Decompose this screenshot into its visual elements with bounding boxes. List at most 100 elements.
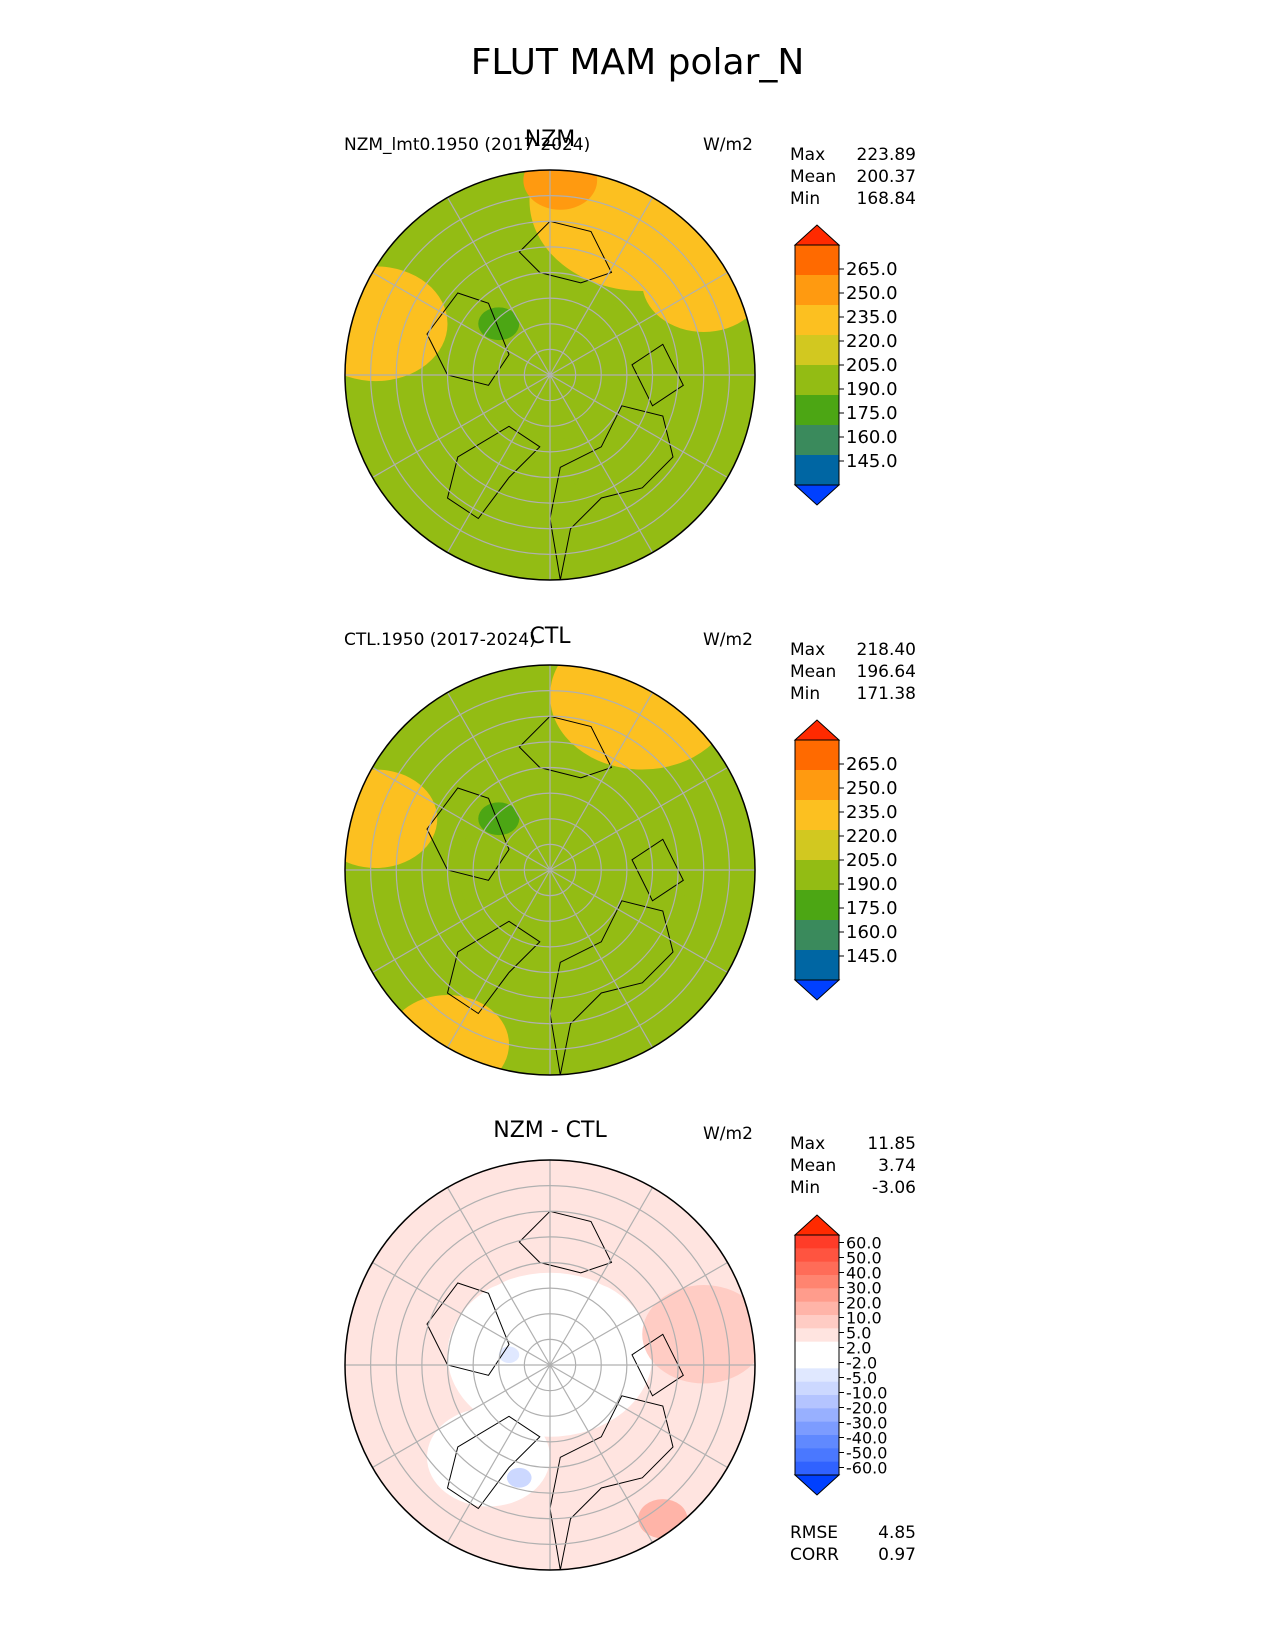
- colorbar-segment-2: [795, 800, 839, 831]
- colorbar-tick-label-2: 40.0: [846, 1264, 882, 1283]
- colorbar-tick-label-6: 175.0: [846, 898, 898, 919]
- colorbar-tick-label-3: 30.0: [846, 1279, 882, 1298]
- colorbar-segment-5: [795, 890, 839, 921]
- colorbar-segment-12: [795, 1395, 839, 1409]
- meridian-line: [372, 869, 551, 974]
- meridian-line: [549, 374, 654, 553]
- colorbar-segment-16: [795, 1448, 839, 1463]
- colorbar-segment-7: [795, 455, 839, 486]
- colorbar-segment-7: [795, 1328, 839, 1343]
- colorbar-tick-label-3: 220.0: [846, 826, 898, 847]
- panel-2-colorbar: 265.0 250.0 235.0 220.0 205.0 190.0 175.0 160.0…: [793, 719, 898, 1001]
- coastline-1: [446, 1415, 541, 1510]
- colorbar-tick-label-1: 50.0: [846, 1249, 882, 1268]
- panel-1-left-label: NZM_lmt0.1950 (2017-2024): [344, 135, 591, 155]
- colorbar-tick-label-5: 10.0: [846, 1309, 882, 1328]
- colorbar-segment-1: [795, 275, 839, 306]
- colorbar-tick-label-4: 205.0: [846, 355, 898, 376]
- colorbar-segment-5: [795, 1301, 839, 1316]
- meridian-line: [372, 766, 551, 871]
- region-1: [345, 769, 438, 868]
- colorbar-segment-9: [795, 1355, 839, 1369]
- colorbar-lower-extend: [793, 484, 841, 506]
- colorbar-tick-label-4: 205.0: [846, 850, 898, 871]
- map-border: [344, 169, 756, 581]
- region-0: [550, 665, 735, 770]
- region-3: [570, 1192, 694, 1292]
- colorbar-tick-label-0: 265.0: [846, 259, 898, 280]
- colorbar-tick-label-5: 190.0: [846, 874, 898, 895]
- meridian-line: [549, 869, 654, 1048]
- region-5: [478, 802, 520, 836]
- colorbar-tick-label-7: 160.0: [846, 922, 898, 943]
- colorbar-segment-2: [795, 1261, 839, 1276]
- panel-3-units: W/m2: [703, 1124, 753, 1144]
- colorbar-tick-label-11: -20.0: [846, 1399, 887, 1418]
- coastline-4: [631, 1333, 684, 1397]
- panel-3-stats: Max 11.85 Mean 3.74 Min -3.06: [790, 1134, 916, 1198]
- meridian-line: [446, 1364, 551, 1543]
- colorbar-tick-label-8: 145.0: [846, 946, 898, 967]
- colorbar-lower-extend: [793, 979, 841, 1001]
- colorbar-tick-label-1: 250.0: [846, 778, 898, 799]
- colorbar-segment-1: [795, 770, 839, 801]
- meridian-line: [372, 271, 551, 376]
- colorbar-tick-label-2: 235.0: [846, 307, 898, 328]
- panel-2-stats: Max 218.40 Mean 196.64 Min 171.38: [790, 640, 916, 704]
- panel-1-colorbar: 265.0 250.0 235.0 220.0 205.0 190.0 175.0 160.0…: [793, 224, 898, 506]
- panel-2-title: CTL: [529, 624, 571, 649]
- colorbar-segment-5: [795, 395, 839, 426]
- colorbar-tick-label-15: -60.0: [846, 1459, 887, 1478]
- meridian-line: [446, 869, 551, 1048]
- colorbar-frame: [794, 1234, 840, 1476]
- colorbar-segment-4: [795, 1288, 839, 1303]
- colorbar-tick-label-3: 220.0: [846, 331, 898, 352]
- colorbar-segment-0: [795, 1235, 839, 1249]
- meridian-line: [549, 1364, 654, 1543]
- colorbar-segment-3: [795, 1275, 839, 1289]
- region-2: [642, 233, 755, 332]
- colorbar-tick-label-0: 265.0: [846, 754, 898, 775]
- panel-2-left-label: CTL.1950 (2017-2024): [344, 630, 536, 650]
- colorbar-segment-8: [795, 1341, 839, 1356]
- meridian-line: [446, 374, 551, 553]
- colorbar-segment-6: [795, 425, 839, 456]
- figure-title: FLUT MAM polar_N: [470, 42, 805, 83]
- colorbar-tick-label-6: 5.0: [846, 1324, 871, 1343]
- colorbar-tick-label-9: -5.0: [846, 1369, 877, 1388]
- panel-2-units: W/m2: [703, 630, 753, 650]
- colorbar-segment-3: [795, 830, 839, 861]
- panel-3-bottom-stats: RMSE 4.85 CORR 0.97: [790, 1523, 916, 1565]
- coastline-0: [549, 1395, 674, 1570]
- colorbar-tick-label-6: 175.0: [846, 403, 898, 424]
- colorbar-tick-label-8: -2.0: [846, 1354, 877, 1373]
- colorbar-tick-label-14: -50.0: [846, 1444, 887, 1463]
- panel-1-stats: Max 223.89 Mean 200.37 Min 168.84: [790, 145, 916, 209]
- panel-3-title: NZM - CTL: [493, 1118, 607, 1143]
- meridian-line: [372, 374, 551, 479]
- colorbar-segment-2: [795, 305, 839, 336]
- meridian-line: [549, 766, 728, 871]
- colorbar-tick-label-13: -40.0: [846, 1429, 887, 1448]
- coastline-1: [446, 920, 541, 1015]
- coastline-4: [631, 838, 684, 902]
- colorbar-segment-4: [795, 365, 839, 396]
- region-4: [570, 884, 714, 1000]
- colorbar-tick-label-1: 250.0: [846, 283, 898, 304]
- region-6: [506, 1467, 532, 1488]
- meridian-line: [446, 197, 551, 376]
- region-7: [498, 1346, 520, 1363]
- colorbar-tick-label-0: 60.0: [846, 1234, 882, 1253]
- meridian-line: [549, 271, 728, 376]
- meridian-line: [549, 1261, 728, 1366]
- meridian-line: [549, 869, 728, 974]
- meridian-line: [446, 1187, 551, 1366]
- coastline-0: [549, 900, 674, 1075]
- map-field: [345, 170, 755, 580]
- colorbar-tick-label-2: 235.0: [846, 802, 898, 823]
- map-border: [344, 664, 756, 1076]
- colorbar-segment-15: [795, 1435, 839, 1449]
- colorbar-tick-label-7: 2.0: [846, 1339, 871, 1358]
- colorbar-segment-10: [795, 1368, 839, 1383]
- colorbar-upper-extend: [793, 1214, 841, 1236]
